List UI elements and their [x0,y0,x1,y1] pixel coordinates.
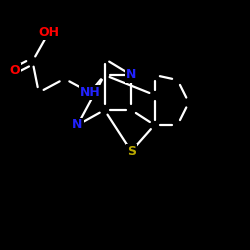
Text: N: N [72,118,83,132]
Text: NH: NH [80,86,100,99]
Text: N: N [126,68,136,82]
Text: OH: OH [38,26,59,39]
Text: S: S [127,145,136,158]
Text: O: O [9,64,20,77]
